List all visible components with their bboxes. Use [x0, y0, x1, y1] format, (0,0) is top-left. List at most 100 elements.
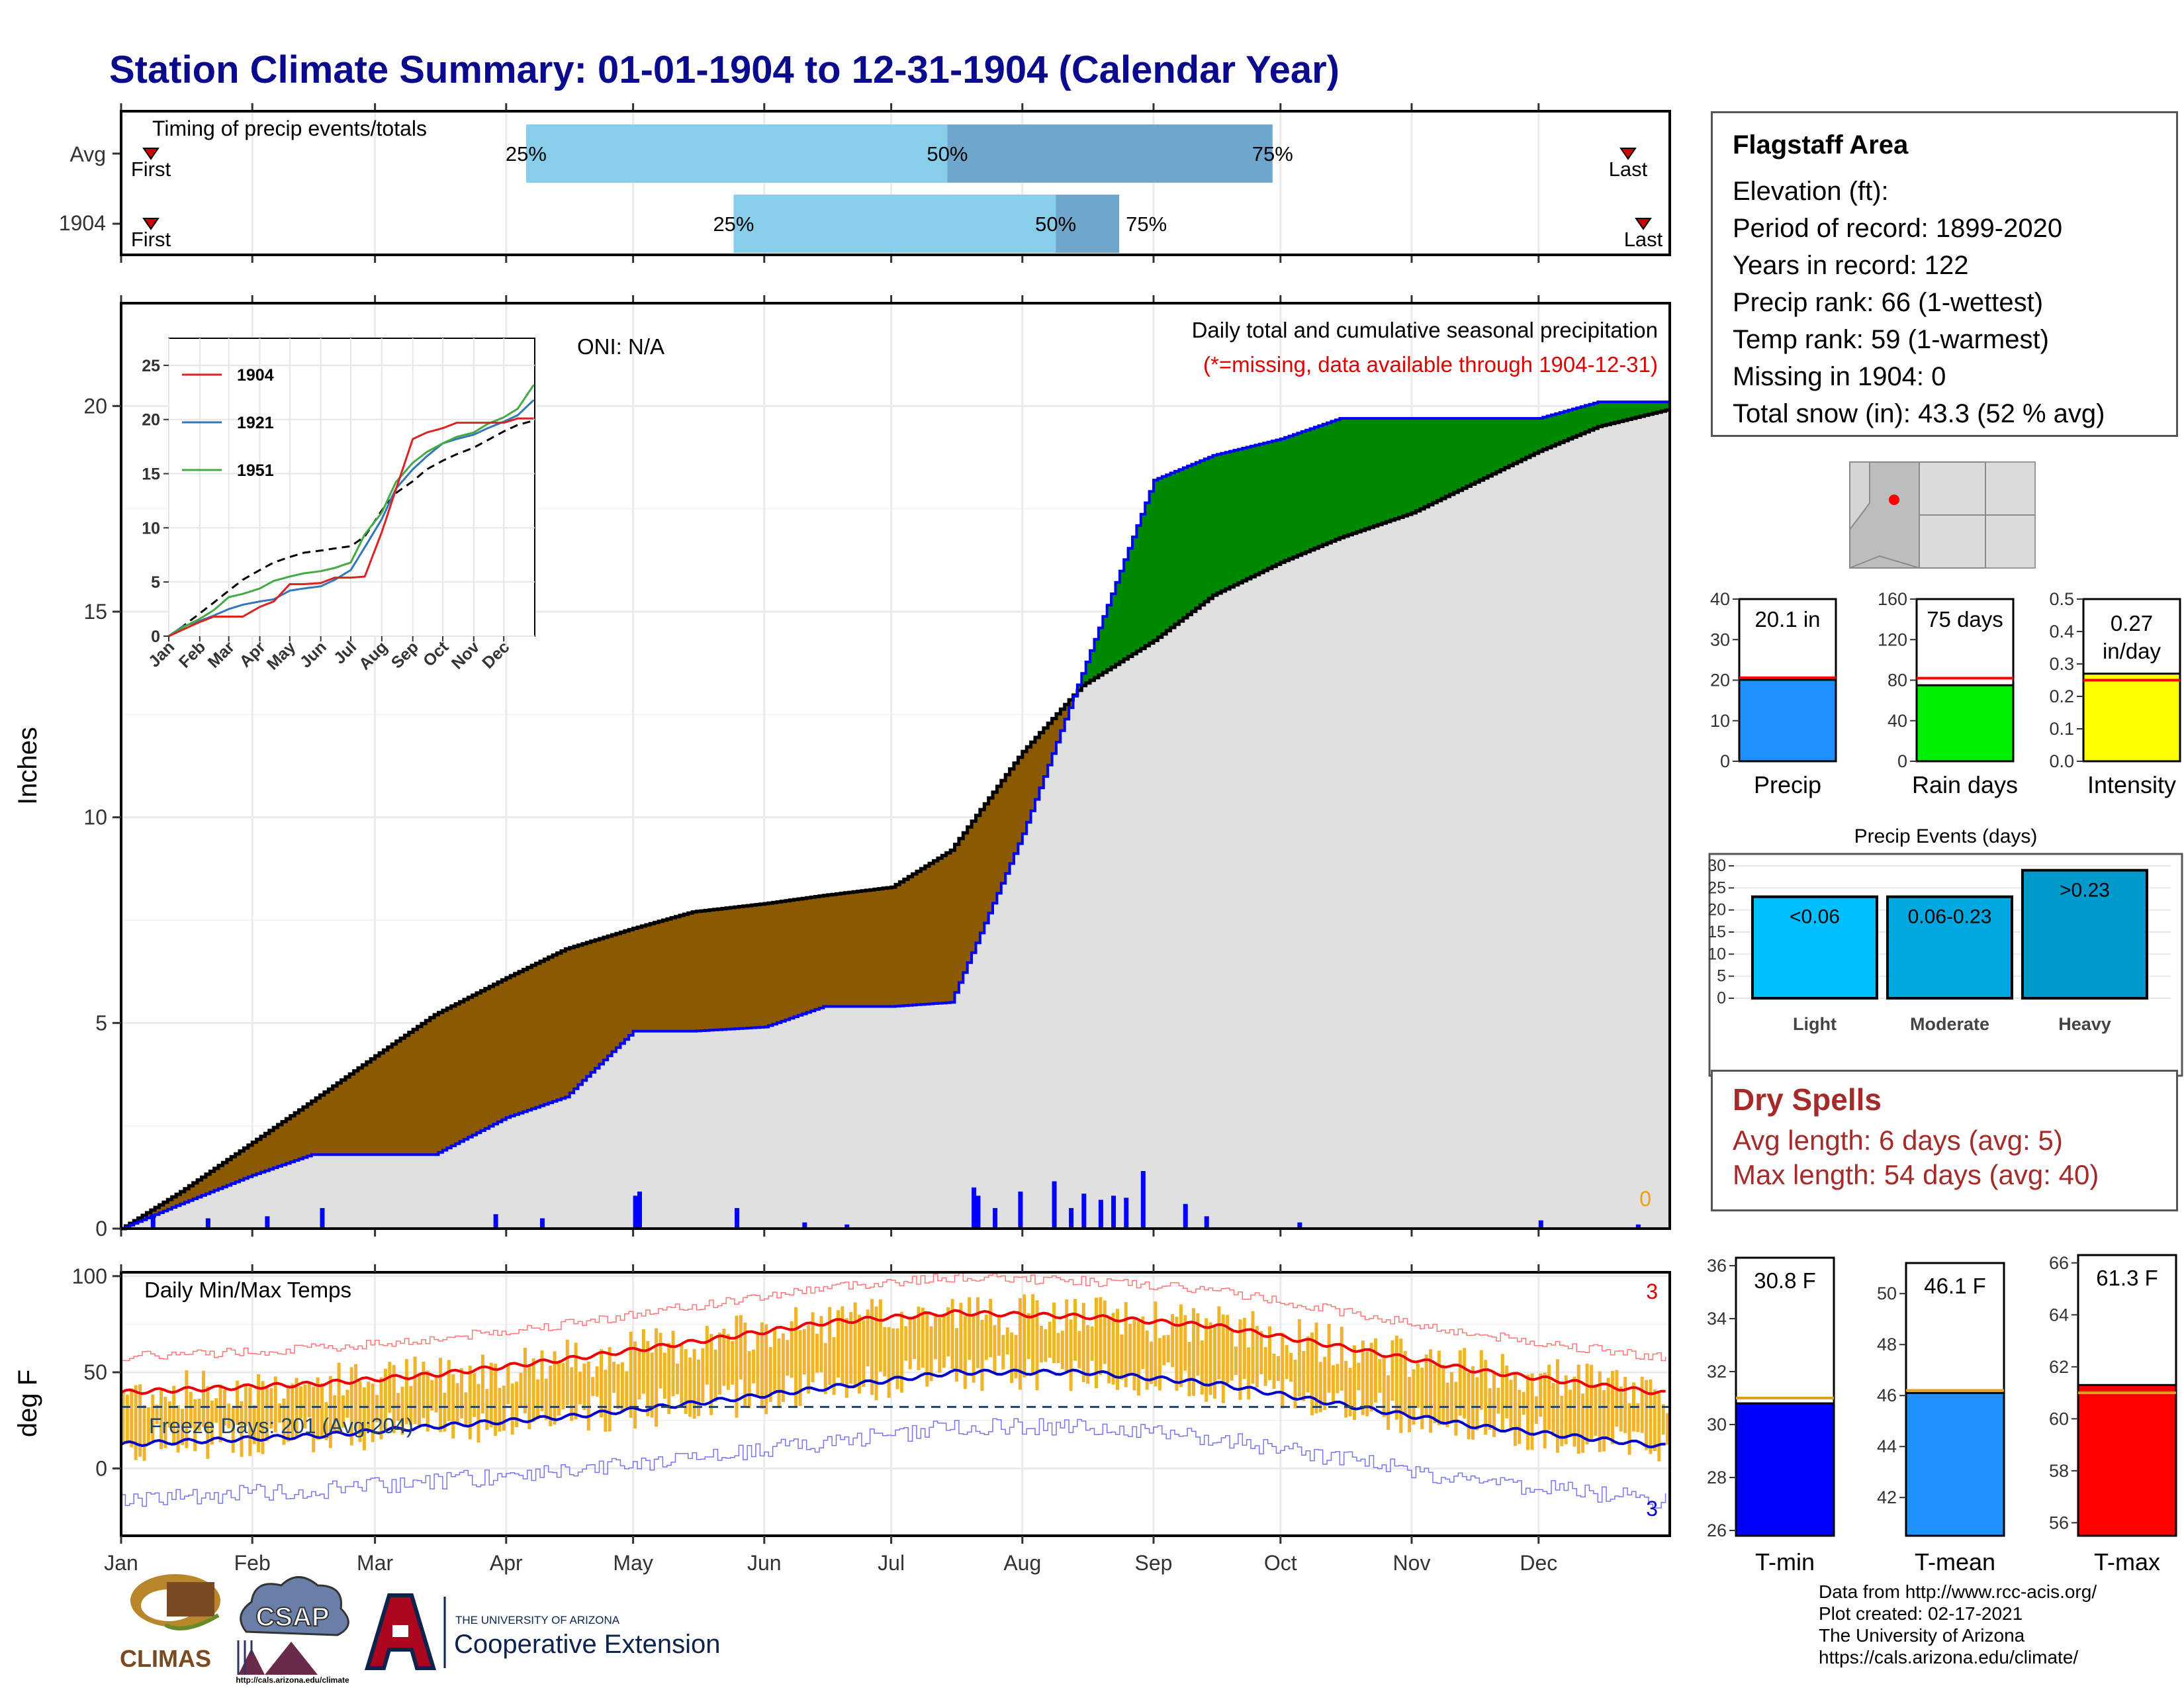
precip-cumulative-line: [121, 400, 1670, 1230]
mini-bar-label: Intensity: [2087, 771, 2176, 798]
credit-url: https://cals.arizona.edu/climate/: [1819, 1647, 2079, 1667]
info-years: Years in record: 122: [1733, 251, 1969, 280]
timing-p75-label: 75%: [1252, 142, 1293, 165]
precip-avg-line: [121, 408, 1670, 1231]
temps-panel: 0 50 100 Jan Feb Mar Apr May Jun Jul Aug Sep Oct Nov…: [13, 1264, 1671, 1575]
info-period: Period of record: 1899-2020: [1733, 214, 2063, 243]
precip-missing-count: 0: [1639, 1187, 1651, 1211]
month-label: Jan: [104, 1551, 138, 1575]
temp-bar-label: T-max: [2094, 1548, 2160, 1575]
precip-daily-bar: [150, 1214, 156, 1229]
dry-avg: Avg length: 6 days (avg: 5): [1733, 1125, 2063, 1156]
precip-ylabel: Inches: [13, 727, 42, 805]
precip-daily-bar: [1183, 1203, 1188, 1229]
logo-climas-text: CLIMAS: [120, 1645, 211, 1672]
precip-daily-bar: [493, 1214, 498, 1229]
events-bar-category: Light: [1793, 1014, 1837, 1034]
precip-daily-bar: [1635, 1224, 1641, 1229]
precip-y-axis: 0 5 10 15 20: [83, 394, 121, 1241]
temp-bar-ytick-label: 26: [1707, 1521, 1727, 1540]
temps-avg-min-line: [120, 1368, 1666, 1448]
inset-legend-1904: 1904: [237, 366, 274, 385]
precip-daily-bar: [802, 1222, 807, 1229]
inset-ytick-label: 10: [142, 519, 160, 538]
first-label: First: [131, 228, 171, 251]
logo-csap-text: CSAP: [255, 1603, 329, 1632]
last-marker: [1619, 148, 1637, 160]
events-bar: [1751, 895, 1878, 1000]
temp-bar-ytick-label: 28: [1707, 1468, 1727, 1487]
temp-bar-ytick-label: 56: [2049, 1513, 2069, 1532]
timing-p50-label: 50%: [927, 142, 968, 165]
precip-daily-bar: [539, 1218, 545, 1229]
timing-bar-q3: [1056, 195, 1120, 253]
events-ytick-label: 5: [1717, 967, 1726, 986]
precip-daily-bar: [205, 1218, 210, 1229]
mini-bar-fill: [2082, 673, 2181, 763]
mini-bar-ytick-label: 0.0: [2049, 751, 2074, 771]
precip-ytick-label: 15: [83, 600, 107, 624]
month-label: Mar: [357, 1551, 393, 1575]
timing-bar-q3: [947, 124, 1273, 183]
dry-title: Dry Spells: [1733, 1082, 1882, 1117]
mini-bar-value: 20.1 in: [1754, 607, 1820, 632]
temps-ytick-label: 100: [72, 1264, 107, 1288]
temps-ylabel: deg F: [13, 1370, 42, 1437]
temp-bar-ytick-label: 50: [1877, 1284, 1897, 1303]
mini-bar-ytick-label: 10: [1710, 711, 1730, 731]
precip-daily-bar: [972, 1187, 977, 1229]
station-name: Flagstaff Area: [1733, 130, 1909, 160]
temp-bar-ytick-label: 30: [1707, 1415, 1727, 1434]
logo-ua-bottom: Cooperative Extension: [454, 1630, 720, 1659]
month-label: Jul: [878, 1551, 905, 1575]
mini-bar-ytick-label: 40: [1710, 589, 1730, 609]
inset-legend-1921: 1921: [237, 414, 274, 432]
temp-bar-ytick-label: 48: [1877, 1335, 1897, 1354]
temps-ytick-label: 50: [83, 1360, 107, 1384]
logo-csap-url: http://cals.arizona.edu/climate: [236, 1675, 349, 1685]
mini-bar-ytick-label: 120: [1878, 630, 1907, 649]
station-marker: [1889, 494, 1899, 505]
precip-ytick-label: 0: [95, 1217, 107, 1241]
temp-bar-ytick-label: 34: [1707, 1309, 1727, 1329]
info-elevation: Elevation (ft):: [1733, 177, 1889, 206]
mini-bar-ytick-label: 160: [1878, 589, 1907, 609]
temps-max-missing: 3: [1646, 1280, 1658, 1303]
temp-bar-label: T-min: [1755, 1548, 1815, 1575]
inset-ytick-label: 15: [142, 465, 160, 484]
month-label: Feb: [234, 1551, 271, 1575]
timing-p50-label: 50%: [1035, 212, 1076, 236]
precip-deficit-area: [125, 695, 1077, 1227]
mini-bar-value-unit: in/day: [2103, 639, 2161, 663]
inset-ytick-label: 5: [151, 573, 160, 592]
logo-climas: CLIMAS: [120, 1574, 220, 1672]
precip-daily-bar: [265, 1216, 270, 1229]
month-label: Oct: [1264, 1551, 1297, 1575]
inset-1921-line: [168, 399, 535, 637]
events-ytick-label: 30: [1707, 857, 1726, 875]
events-chart: 0 5 10 15 20 25 30 <0.06 Light 0.06-0.23 Moderate >…: [1707, 857, 2171, 1034]
temps-avg-max-line: [120, 1309, 1666, 1395]
precip-ytick-label: 10: [83, 806, 107, 829]
precip-ytick-label: 20: [83, 394, 107, 418]
oni-label: ONI: N/A: [577, 334, 664, 359]
credit-data: Data from http://www.rcc-acis.org/: [1819, 1581, 2097, 1602]
inset-ytick-label: 0: [151, 628, 160, 646]
inset-1951-line: [168, 384, 535, 637]
mini-bar-value: 75 days: [1927, 607, 2003, 632]
info-precip-rank: Precip rank: 66 (1-wettest): [1733, 288, 2044, 317]
timing-panel: 25% 50% 75% First Last 25% 50% 75% First Last Tim…: [59, 103, 1671, 263]
first-label: First: [131, 158, 171, 181]
first-marker: [142, 148, 159, 160]
mini-bar-fill: [1915, 684, 2015, 763]
inset-ytick-label: 25: [142, 357, 160, 375]
credits: Data from http://www.rcc-acis.org/ Plot …: [1819, 1581, 2097, 1668]
precip-daily-bar: [320, 1207, 325, 1229]
precip-panel: 0 5 10 15 20 Inches ONI: N/A Daily total and…: [13, 295, 1671, 1241]
first-marker: [142, 218, 159, 230]
precip-daily-bar: [1204, 1216, 1209, 1229]
temp-bar-ytick-label: 32: [1707, 1362, 1727, 1382]
inset-1904-line: [168, 417, 534, 637]
month-label: Jun: [747, 1551, 782, 1575]
events-bar-category: Heavy: [2058, 1014, 2111, 1034]
